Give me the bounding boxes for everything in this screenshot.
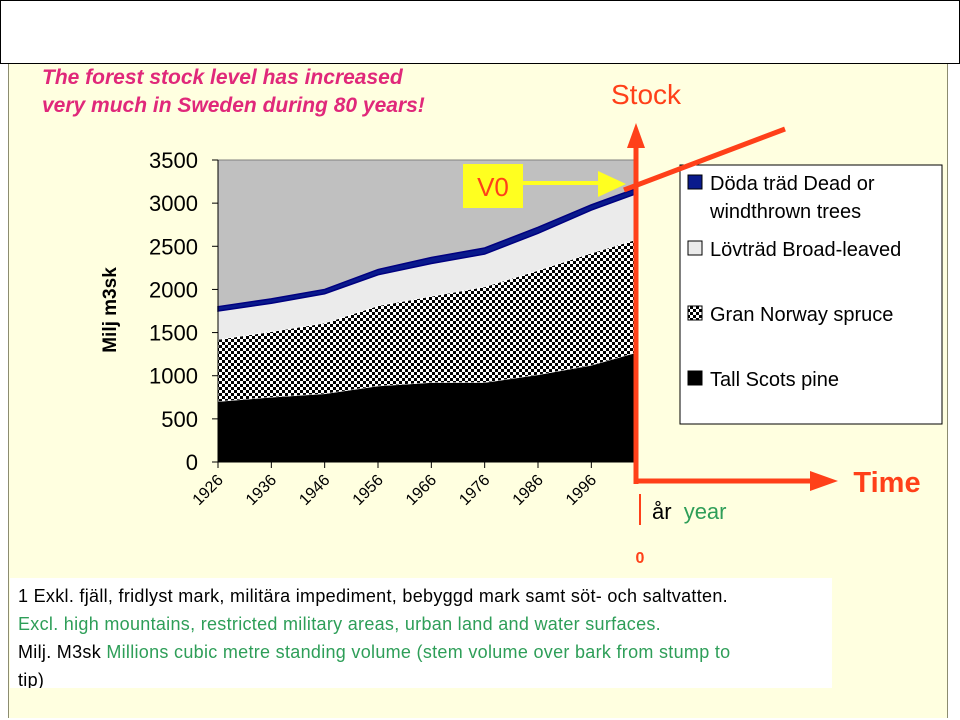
- footnote-line-3: Milj. M3sk Millions cubic metre standing…: [18, 638, 832, 666]
- legend: Döda träd Dead or windthrown trees Lövträd…: [687, 173, 901, 391]
- x-axis: 1926 1936 1946 1956 1966 1976 1986 1996: [190, 461, 634, 509]
- stacked-areas: [217, 188, 635, 463]
- y-tick-label: 1000: [149, 364, 198, 389]
- origin-zero-label: 0: [636, 550, 645, 567]
- legend-swatch: [687, 370, 703, 386]
- footnote-line-2: Excl. high mountains, restricted militar…: [18, 614, 661, 634]
- y-tick-label: 3000: [149, 191, 198, 216]
- legend-swatch: [687, 240, 703, 256]
- x-tick-label: 1946: [296, 472, 333, 509]
- y-tick-label: 500: [161, 407, 198, 432]
- y-tick-label: 3500: [149, 148, 198, 173]
- legend-label: Döda träd Dead or: [710, 173, 875, 195]
- y-tick-label: 2500: [149, 234, 198, 259]
- time-label: Time: [853, 467, 920, 499]
- legend-swatch: [687, 174, 703, 190]
- y-tick-label: 2000: [149, 277, 198, 302]
- v0-box: [463, 164, 523, 208]
- v0-arrow-head: [598, 171, 626, 197]
- stock-arrow-head: [627, 123, 645, 148]
- footnote-term: Milj. M3sk: [18, 642, 101, 662]
- legend-label: Gran Norway spruce: [710, 304, 893, 326]
- headline: The forest stock level has increased ver…: [42, 64, 425, 120]
- year-label: år year: [652, 499, 726, 524]
- x-tick-label: 1936: [243, 472, 280, 509]
- headline-line-2: very much in Sweden during 80 years!: [42, 94, 425, 117]
- legend-label: Lövträd Broad-leaved: [710, 239, 901, 261]
- legend-label-continued: windthrown trees: [709, 201, 861, 223]
- y-tick-label: 1500: [149, 321, 198, 346]
- legend-box: [679, 164, 943, 425]
- x-tick-label: 1956: [350, 472, 387, 509]
- x-tick-label: 1976: [456, 472, 493, 509]
- trend-line: [623, 126, 786, 193]
- stock-label: Stock: [611, 79, 682, 110]
- footnote: 1 Exkl. fjäll, fridlyst mark, militära i…: [10, 578, 832, 688]
- x-tick-label: 1926: [190, 472, 227, 509]
- legend-label: Tall Scots pine: [710, 369, 839, 391]
- year-label-en: year: [684, 499, 727, 524]
- y-axis-label: Milj m3sk: [100, 267, 121, 353]
- title-box: [0, 0, 960, 64]
- y-tick-label: 0: [186, 450, 198, 475]
- v0-label: V0: [477, 172, 509, 202]
- time-arrow-head: [810, 471, 838, 491]
- year-label-sv: år: [652, 499, 672, 524]
- footnote-line-4: tip): [18, 670, 45, 688]
- headline-line-1: The forest stock level has increased: [42, 66, 403, 89]
- x-tick-label: 1986: [510, 472, 547, 509]
- y-axis: 0 500 1000 1500 2000 2500 3000 3500: [149, 148, 219, 475]
- x-tick-label: 1966: [403, 472, 440, 509]
- legend-swatch: [687, 305, 703, 321]
- x-tick-label: 1996: [563, 472, 600, 509]
- footnote-line-1: 1 Exkl. fjäll, fridlyst mark, militära i…: [18, 586, 728, 606]
- footnote-definition: Millions cubic metre standing volume (st…: [106, 642, 731, 662]
